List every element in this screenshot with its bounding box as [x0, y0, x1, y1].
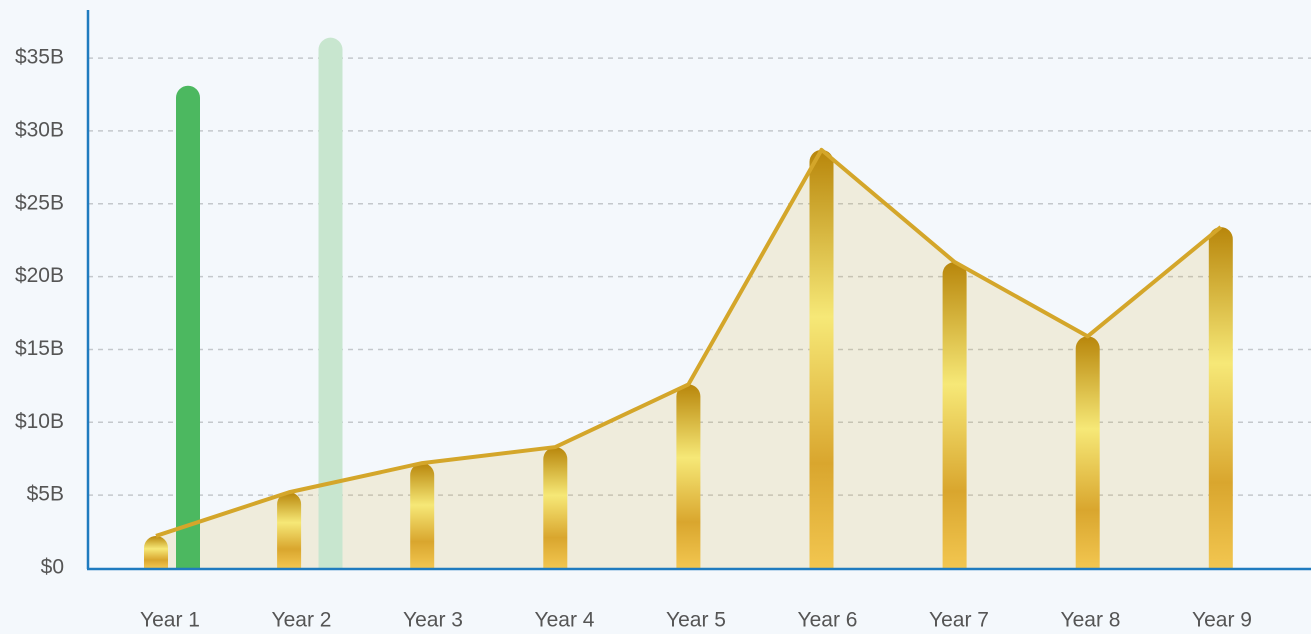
y-tick-label: $10B: [15, 410, 64, 433]
x-tick-label: Year 1: [140, 609, 200, 632]
y-tick-label: $30B: [15, 118, 64, 141]
x-tick-label: Year 4: [535, 609, 595, 632]
bar: [543, 447, 568, 568]
x-tick-label: Year 7: [929, 609, 989, 632]
bar: [676, 384, 701, 568]
y-tick-label: $0: [41, 556, 64, 579]
x-tick-label: Year 3: [403, 609, 463, 632]
bar-layer: [144, 37, 1233, 569]
x-tick-label: Year 9: [1192, 609, 1252, 632]
bar: [809, 149, 834, 568]
y-tick-label: $25B: [15, 191, 64, 214]
bar: [176, 85, 200, 568]
bar: [410, 463, 435, 568]
x-tick-label: Year 5: [666, 609, 726, 632]
bar: [942, 262, 967, 568]
x-tick-label: Year 8: [1061, 609, 1121, 632]
bar: [1208, 227, 1233, 569]
x-tick-label: Year 2: [272, 609, 332, 632]
line: [155, 147, 1223, 538]
y-tick-label: $35B: [15, 46, 64, 69]
bar: [277, 492, 302, 568]
label-layer: $0 $5B $10B $15B $20B $25B $30B $35B Year 1 Year …: [15, 46, 1252, 632]
y-tick-label: $15B: [15, 337, 64, 360]
y-tick-label: $20B: [15, 264, 64, 287]
y-tick-label: $5B: [27, 483, 64, 506]
bar: [144, 535, 168, 568]
line-layer: [155, 147, 1223, 538]
bar: [1075, 336, 1100, 568]
x-tick-label: Year 6: [798, 609, 858, 632]
bar: [318, 37, 343, 569]
